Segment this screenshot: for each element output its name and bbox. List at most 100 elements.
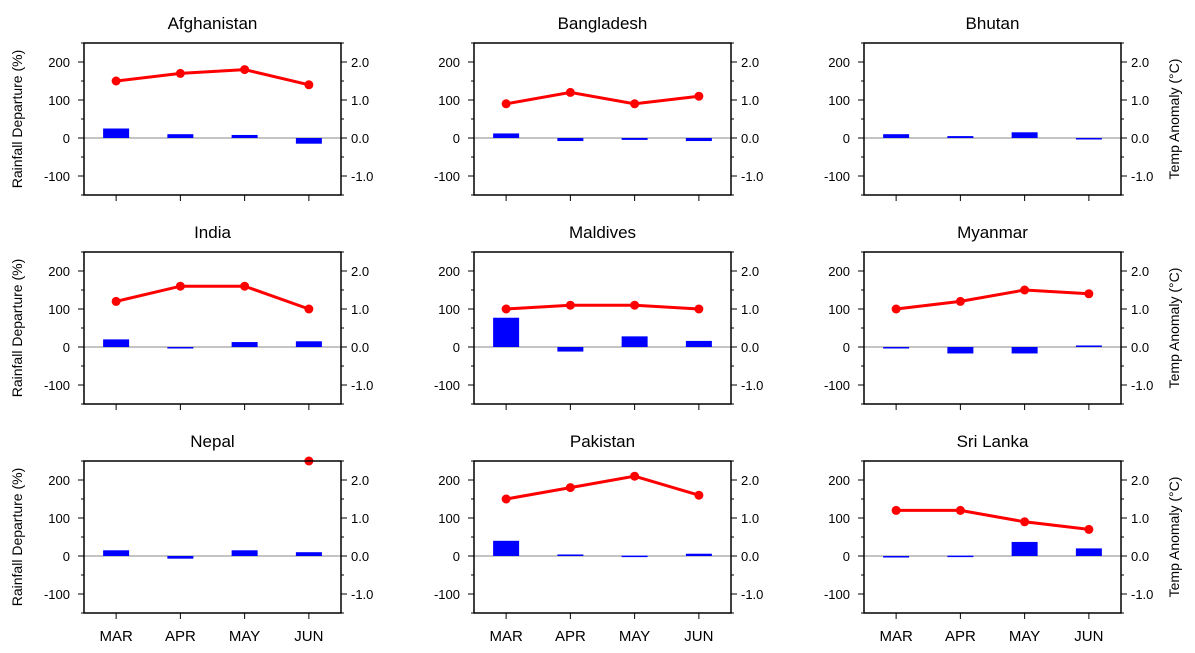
y-tick-label: -100 (434, 169, 460, 184)
rainfall-bar (1075, 548, 1102, 556)
y2-tick-label: 0.0 (1131, 340, 1149, 355)
temp-point (1084, 524, 1094, 534)
y2-tick-label: 0.0 (741, 131, 759, 146)
temp-point (565, 87, 575, 97)
temp-point (694, 304, 704, 314)
temp-point (240, 65, 250, 75)
temp-point (501, 304, 511, 314)
temp-point (565, 300, 575, 310)
panel-frame (83, 251, 342, 405)
rainfall-bar (167, 347, 194, 349)
rainfall-bar (493, 317, 520, 347)
rainfall-bar (947, 555, 974, 558)
y-tick-label: 200 (48, 264, 70, 279)
x-tick-label: APR (555, 628, 586, 645)
panel-title: Nepal (190, 432, 234, 451)
panel-title: Maldives (569, 223, 636, 242)
y-tick-label: 0 (843, 340, 850, 355)
y2-axis-label: Temp Anomaly (°C) (1166, 268, 1182, 389)
y-tick-label: -100 (44, 169, 70, 184)
rainfall-bar (883, 347, 910, 349)
y2-tick-label: 1.0 (351, 511, 369, 526)
rainfall-bar (621, 138, 648, 140)
y2-tick-label: 2.0 (1131, 473, 1149, 488)
x-tick-label: MAY (619, 628, 650, 645)
rainfall-bar (685, 138, 712, 142)
temp-line (115, 284, 310, 311)
y2-tick-label: -1.0 (1131, 587, 1153, 602)
rainfall-bar (493, 540, 520, 556)
x-tick-label: APR (165, 628, 196, 645)
y2-tick-label: 2.0 (351, 473, 369, 488)
y-tick-label: 100 (438, 93, 460, 108)
y-tick-label: 200 (438, 55, 460, 70)
y2-tick-label: 0.0 (351, 549, 369, 564)
temp-point (955, 505, 965, 515)
y2-tick-label: -1.0 (741, 378, 763, 393)
rainfall-bar (883, 134, 910, 138)
x-tick-label: MAY (1009, 628, 1040, 645)
x-tick-label: JUN (1074, 628, 1103, 645)
rainfall-bar (685, 340, 712, 347)
y-tick-label: 0 (453, 131, 460, 146)
y2-tick-label: -1.0 (351, 169, 373, 184)
y2-tick-label: 2.0 (1131, 264, 1149, 279)
panel-frame (83, 42, 342, 196)
y-tick-label: 0 (843, 549, 850, 564)
panel-title: Afghanistan (168, 14, 258, 33)
y2-tick-label: 0.0 (741, 340, 759, 355)
y2-tick-label: 0.0 (351, 340, 369, 355)
rainfall-bar (557, 347, 584, 352)
x-tick-label: MAR (879, 628, 913, 645)
rainfall-bar (103, 550, 130, 556)
temp-line (506, 303, 699, 311)
y2-tick-label: 1.0 (741, 511, 759, 526)
y-tick-label: 0 (63, 340, 70, 355)
y-tick-label: 0 (453, 340, 460, 355)
temp-point (111, 296, 121, 306)
y2-tick-label: 0.0 (1131, 131, 1149, 146)
rainfall-bar (621, 336, 648, 347)
y2-tick-label: 1.0 (1131, 511, 1149, 526)
y-axis-label: Rainfall Departure (%) (9, 259, 25, 398)
y2-tick-label: -1.0 (1131, 378, 1153, 393)
temp-point (1020, 285, 1030, 295)
y-tick-label: -100 (824, 378, 850, 393)
y2-tick-label: 2.0 (1131, 55, 1149, 70)
y2-tick-label: 0.0 (1131, 549, 1149, 564)
panel-title: Myanmar (957, 223, 1028, 242)
y-tick-label: -100 (824, 169, 850, 184)
y2-tick-label: 0.0 (351, 131, 369, 146)
panel-frame (863, 42, 1122, 196)
y2-tick-label: -1.0 (351, 587, 373, 602)
y2-tick-label: 2.0 (741, 264, 759, 279)
y-tick-label: -100 (44, 378, 70, 393)
x-tick-label: MAY (229, 628, 260, 645)
panel-frame (473, 42, 732, 196)
y-tick-label: -100 (44, 587, 70, 602)
rainfall-bar (295, 341, 322, 347)
rainfall-bar (1075, 138, 1102, 140)
panel-frame (863, 251, 1122, 405)
temp-point (1020, 517, 1030, 527)
y-tick-label: 0 (63, 131, 70, 146)
temp-point (891, 304, 901, 314)
panel-title: Pakistan (570, 432, 635, 451)
temp-point (175, 281, 185, 291)
y2-tick-label: 2.0 (741, 55, 759, 70)
temp-point (501, 494, 511, 504)
y-tick-label: 100 (438, 302, 460, 317)
x-tick-label: MAR (489, 628, 523, 645)
rainfall-bar (685, 553, 712, 556)
y-axis-label: Rainfall Departure (%) (9, 468, 25, 607)
panel-frame (863, 460, 1122, 614)
rainfall-bar (295, 138, 322, 144)
y2-tick-label: 2.0 (741, 473, 759, 488)
y2-axis-label: Temp Anomaly (°C) (1166, 477, 1182, 598)
y2-tick-label: 1.0 (1131, 302, 1149, 317)
rainfall-bar (557, 138, 584, 142)
panel-title: Bhutan (966, 14, 1020, 33)
x-tick-label: MAR (99, 628, 133, 645)
rainfall-bar (947, 136, 974, 138)
